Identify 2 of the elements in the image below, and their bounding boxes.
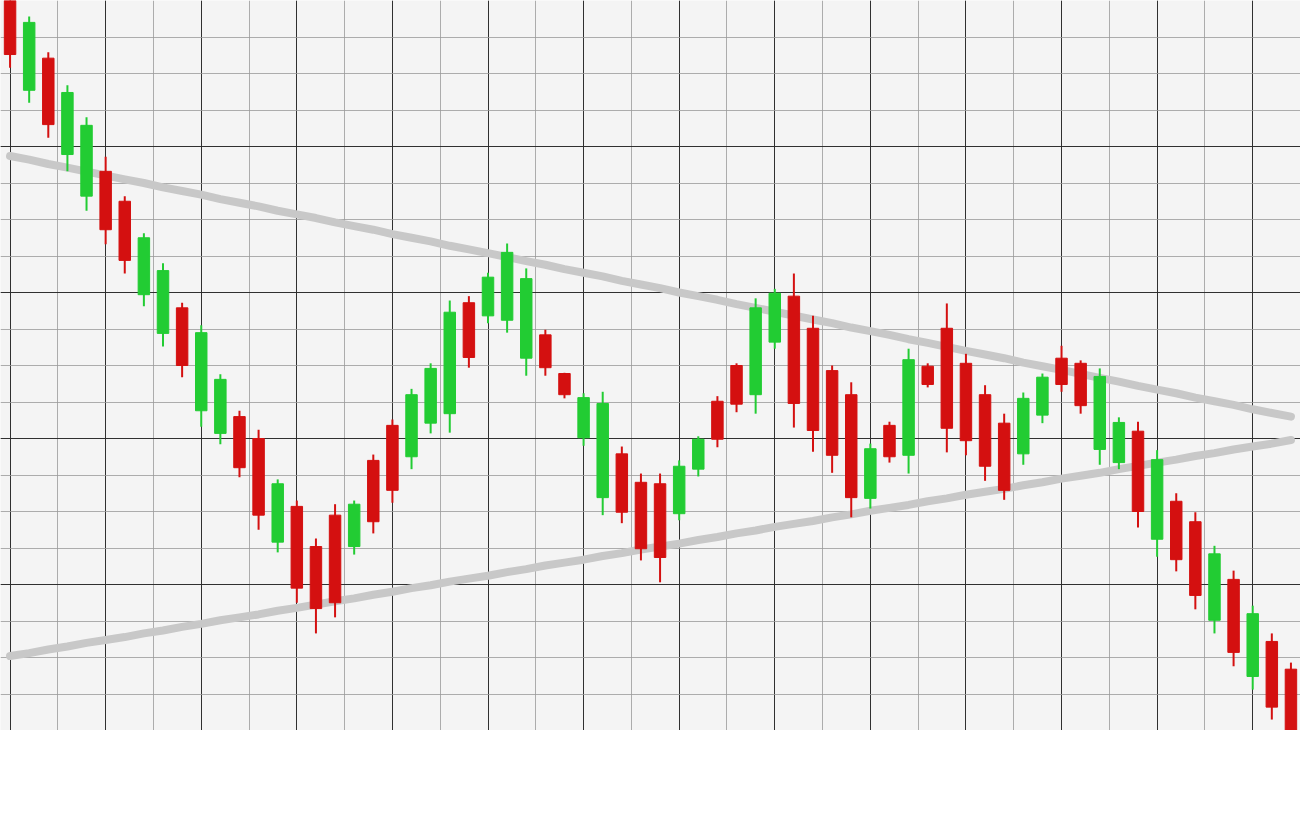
candlestick (921, 362, 934, 389)
candlestick (558, 371, 571, 400)
